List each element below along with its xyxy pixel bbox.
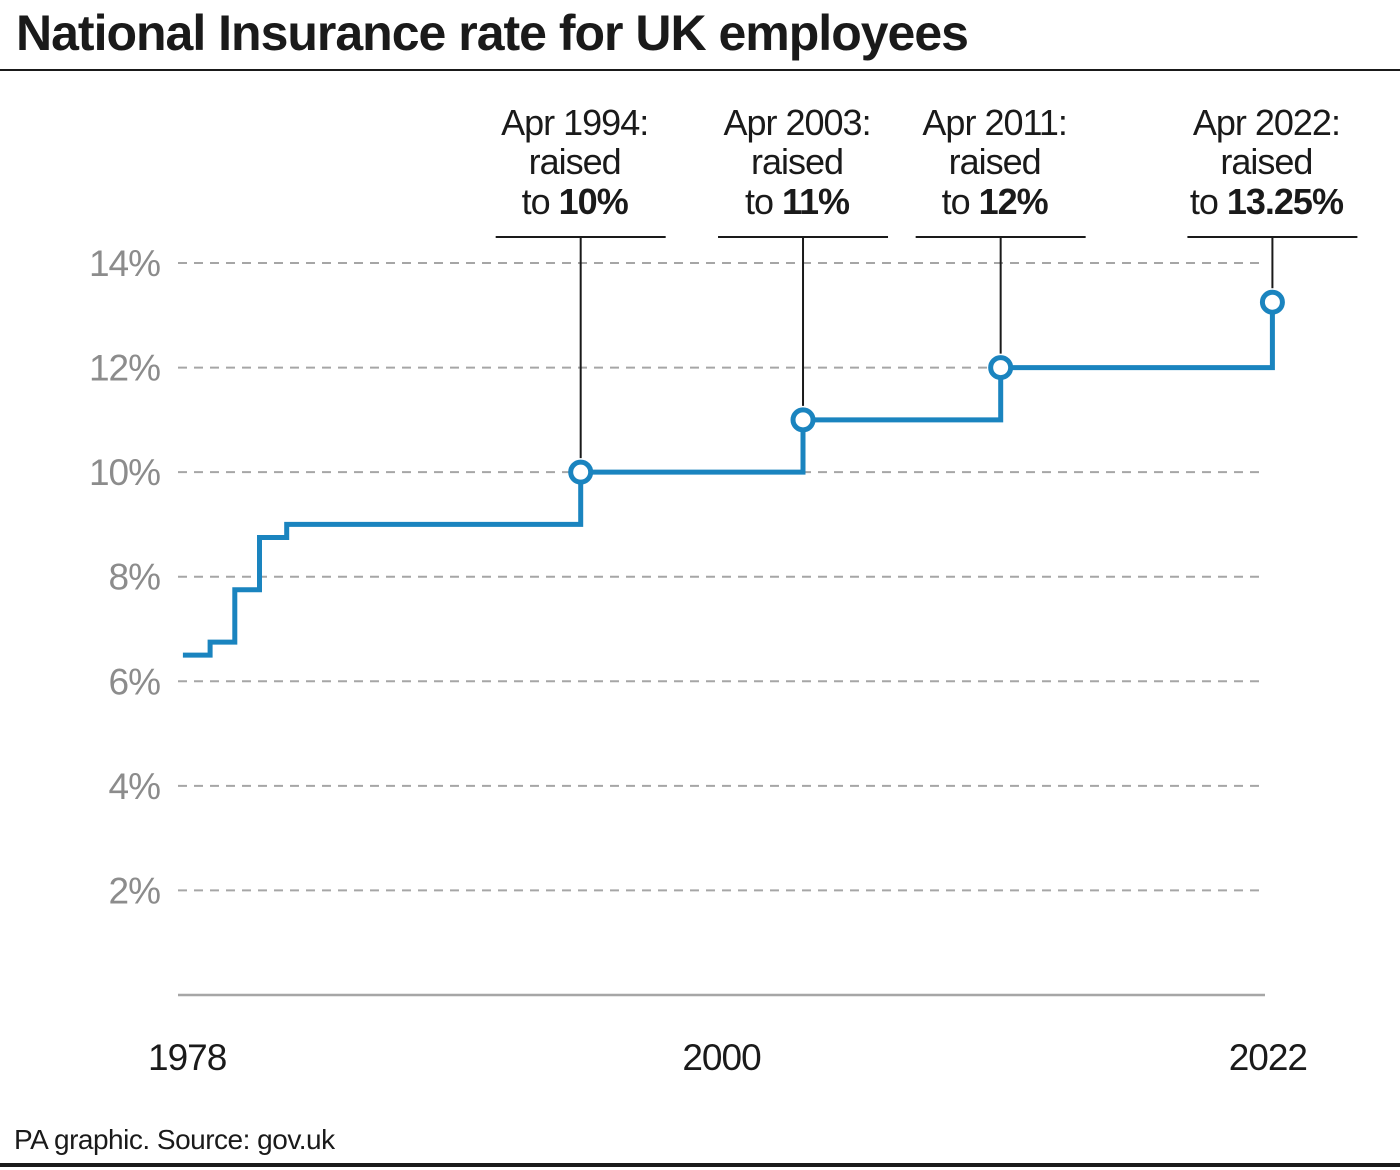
y-tick-label: 6%: [109, 661, 161, 702]
title-divider: [0, 69, 1400, 71]
y-tick-label: 12%: [89, 348, 160, 389]
annotation-date: Apr 2003:: [723, 102, 870, 143]
annotation-text: raised: [751, 141, 843, 182]
annotation-date: Apr 2011:: [922, 102, 1066, 143]
data-point-marker: [790, 407, 816, 433]
annotation-value: to 10%: [522, 181, 629, 222]
annotation-text: raised: [529, 141, 621, 182]
annotation-value: to 11%: [745, 181, 850, 222]
annotation-text: raised: [949, 141, 1041, 182]
data-point-marker: [1259, 289, 1285, 315]
chart-title: National Insurance rate for UK employees: [16, 5, 969, 61]
y-tick-label: 10%: [89, 452, 160, 493]
series-line: [182, 302, 1275, 658]
annotation-value: to 13.25%: [1190, 181, 1344, 222]
x-tick-label: 2022: [1229, 1037, 1307, 1078]
bottom-divider: [0, 1163, 1400, 1167]
y-tick-label: 8%: [109, 557, 161, 598]
annotation-text: raised: [1220, 141, 1312, 182]
y-tick-label: 14%: [89, 243, 160, 284]
data-point-marker: [568, 459, 594, 485]
annotation-date: Apr 1994:: [501, 102, 648, 143]
annotation-date: Apr 2022:: [1193, 102, 1340, 143]
source-note: PA graphic. Source: gov.uk: [14, 1124, 335, 1155]
annotation-value: to 12%: [942, 181, 1049, 222]
x-tick-label: 2000: [682, 1037, 761, 1078]
y-tick-label: 2%: [109, 870, 161, 911]
data-point-marker: [988, 355, 1014, 381]
x-tick-label: 1978: [148, 1037, 226, 1078]
y-tick-label: 4%: [109, 766, 161, 807]
